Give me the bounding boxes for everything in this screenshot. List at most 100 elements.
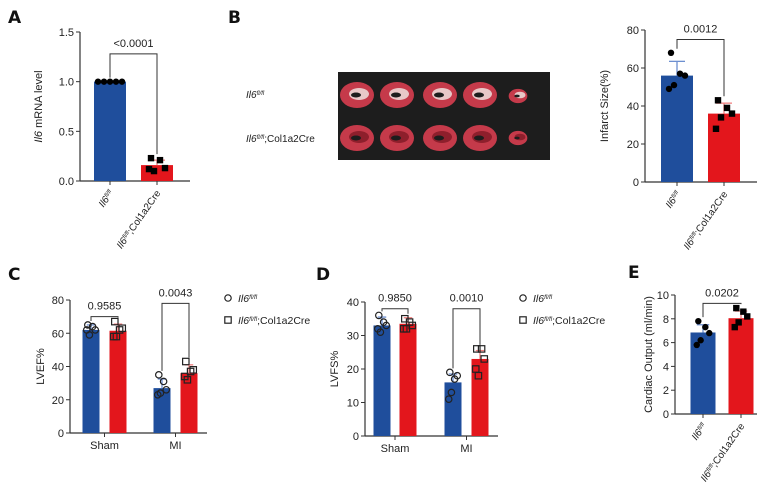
data-point (94, 78, 102, 85)
bar (399, 323, 417, 436)
y-tick-label: 20 (347, 364, 359, 376)
data-point (735, 319, 742, 326)
chart-b: 0 20 40 60 80 Infarct Size(%) 0.0012 (599, 24, 757, 189)
legend-item (224, 316, 232, 324)
data-point (740, 308, 747, 315)
section-lumen (391, 92, 401, 98)
section-lumen (351, 135, 361, 141)
y-tick-label: 20 (627, 139, 639, 151)
y-axis-label: Cardiac Output (ml/min) (643, 296, 655, 413)
data-point (189, 366, 198, 374)
y-tick-label: 1.0 (59, 77, 74, 89)
data-point (676, 70, 684, 77)
section-lumen (391, 135, 401, 141)
y-tick-label: 0.5 (59, 126, 74, 138)
p-value-label: 0.9850 (378, 293, 412, 305)
data-point (100, 78, 108, 85)
bar (153, 388, 171, 433)
data-point (161, 164, 169, 172)
x-tick-label: Il6fl/fl;Col1a2Cre (699, 421, 748, 484)
y-tick-label: 20 (52, 395, 64, 407)
data-point (84, 321, 92, 329)
data-point (667, 49, 675, 56)
section-lumen (514, 94, 520, 98)
p-value-label: 0.0012 (684, 24, 718, 36)
legend-marker (519, 316, 527, 324)
x-tick-label: Il6fl/fl (664, 189, 684, 211)
data-point (717, 114, 725, 121)
y-tick-label: 60 (52, 328, 64, 340)
data-point (118, 78, 126, 85)
panel-label-b: B (228, 8, 241, 28)
data-point (147, 154, 155, 162)
legend-marker (519, 294, 527, 302)
data-point (728, 110, 736, 117)
legend-item (519, 316, 527, 324)
data-point (399, 325, 408, 333)
section-lumen (434, 92, 444, 98)
data-point (111, 317, 119, 326)
chart-a: 0.0 0.5 1.0 1.5 <0.0001 (59, 27, 190, 188)
p-value-label: 0.0202 (705, 287, 739, 299)
bar (728, 318, 754, 414)
y-tick-label: 0 (633, 177, 639, 189)
bar (373, 325, 391, 436)
legend-label: Il6fl/fl;Col1a2Cre (533, 315, 605, 327)
bar (471, 358, 489, 436)
data-point (473, 345, 481, 353)
panel-label-e: E (628, 263, 640, 283)
y-tick-label: 0 (58, 428, 64, 440)
x-tick-label: MI (460, 443, 472, 455)
data-point (182, 357, 190, 366)
data-point (453, 371, 462, 380)
data-point (145, 165, 153, 173)
data-point (162, 385, 171, 394)
significance-bracket (161, 302, 190, 371)
legend-item (519, 294, 527, 302)
data-point (382, 321, 391, 330)
data-point (112, 78, 120, 85)
bar (109, 330, 127, 433)
data-point (91, 326, 100, 334)
data-point (82, 326, 91, 334)
x-tick-label: Sham (381, 443, 410, 455)
data-point (477, 345, 486, 353)
x-tick-label: Il6fl/fl (97, 188, 117, 210)
legend-marker (224, 294, 232, 302)
row-label: Il6fl/fl (246, 90, 265, 101)
y-tick-label: 60 (627, 63, 639, 75)
y-tick-label: 1.5 (59, 27, 74, 39)
data-point (471, 365, 480, 373)
chart-d: 0 10 20 30 40 LVFS% Sham 0.9850 MI 0.0010 (329, 293, 498, 455)
data-point (744, 313, 751, 320)
data-point (156, 156, 164, 164)
p-value-label: 0.0043 (159, 287, 193, 299)
heart-sections-photo (338, 72, 550, 160)
data-point (665, 85, 673, 93)
section-lumen (351, 92, 361, 98)
section-lumen (474, 92, 484, 98)
significance-bracket (676, 39, 725, 97)
y-tick-label: 6 (663, 338, 669, 350)
y-tick-label: 2 (663, 385, 669, 397)
bar (180, 373, 198, 433)
y-tick-label: 40 (347, 297, 359, 309)
y-tick-label: 0.0 (59, 176, 74, 188)
data-point (714, 97, 722, 104)
data-point (731, 323, 738, 331)
data-point (693, 341, 700, 349)
y-tick-label: 0 (663, 409, 669, 421)
panel-label-a: A (8, 8, 22, 28)
section-lumen (474, 135, 484, 141)
bar (82, 329, 100, 433)
data-point (702, 323, 709, 331)
bar (708, 113, 740, 182)
y-tick-label: 10 (657, 290, 669, 302)
data-point (712, 125, 720, 132)
data-point (706, 329, 713, 337)
significance-bracket (90, 316, 119, 321)
data-point (375, 311, 383, 320)
y-tick-label: 10 (347, 398, 359, 410)
legend-item (224, 294, 232, 302)
